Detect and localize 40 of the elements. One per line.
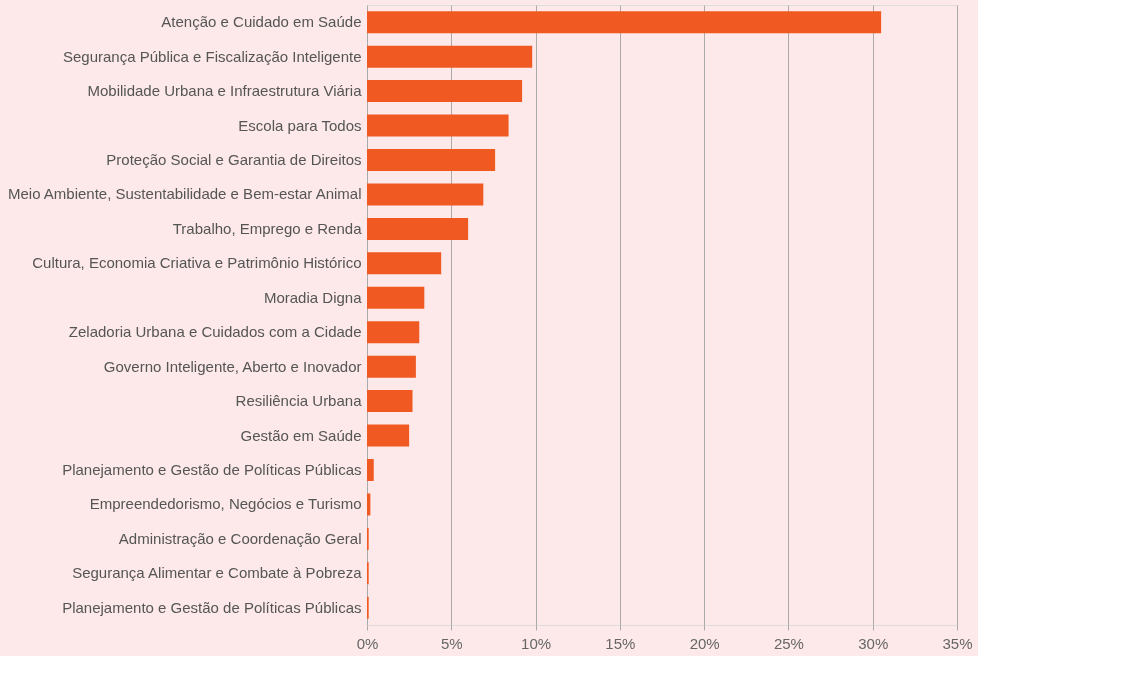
- y-tick-label: Segurança Pública e Fiscalização Inteligente: [62, 47, 362, 65]
- bar: [367, 45, 533, 68]
- y-tick-label: Zeladoria Urbana e Cuidados com a Cidade: [68, 323, 362, 341]
- y-tick-label: Planejamento e Gestão de Políticas Públicas: [62, 461, 362, 478]
- x-tick-label: 35%: [942, 634, 973, 652]
- bar: [367, 183, 484, 206]
- bar: [367, 217, 469, 240]
- bar: [367, 114, 509, 137]
- y-tick-label: Segurança Alimentar e Combate à Pobreza: [72, 564, 363, 582]
- y-tick-label: Cultura, Economia Criativa e Patrimônio Histórico: [32, 254, 362, 272]
- y-tick-label: Moradia Digna: [263, 288, 363, 306]
- x-tick-label: 15%: [605, 634, 636, 652]
- bar: [367, 321, 420, 344]
- x-tick-label: 5%: [440, 634, 463, 652]
- bar: [367, 80, 523, 103]
- bar: [367, 11, 882, 34]
- y-tick-label: Escola para Todos: [238, 116, 362, 134]
- bar: [367, 424, 410, 447]
- y-tick-label: Empreendedorismo, Negócios e Turismo: [89, 495, 362, 513]
- y-tick-label: Atenção e Cuidado em Saúde: [161, 13, 362, 31]
- y-tick-label: Planejamento e Gestão de Políticas Públicas: [62, 598, 362, 616]
- bar: [367, 355, 416, 378]
- bar: [367, 252, 442, 275]
- y-tick-label: Mobilidade Urbana e Infraestrutura Viária: [87, 82, 363, 100]
- y-tick-label: Trabalho, Emprego e Renda: [172, 219, 363, 237]
- x-tick-label: 25%: [773, 634, 804, 652]
- y-tick-label: Governo Inteligente, Aberto e Inovador: [103, 357, 362, 375]
- bar: [367, 149, 496, 171]
- x-tick-label: 0%: [356, 634, 379, 652]
- x-tick-label: 30%: [858, 634, 889, 652]
- bar: [367, 459, 374, 481]
- x-tick-label: 20%: [689, 634, 720, 652]
- y-tick-label: Administração e Coordenação Geral: [118, 529, 362, 547]
- x-tick-label: 10%: [521, 634, 552, 652]
- y-tick-label: Meio Ambiente, Sustentabilidade e Bem-estar Animal: [7, 185, 362, 203]
- bar: [367, 286, 425, 309]
- y-tick-label: Gestão em Saúde: [240, 426, 362, 444]
- bar: [367, 390, 413, 413]
- y-tick-label: Proteção Social e Garantia de Direitos: [106, 151, 362, 168]
- y-tick-label: Resiliência Urbana: [235, 392, 363, 410]
